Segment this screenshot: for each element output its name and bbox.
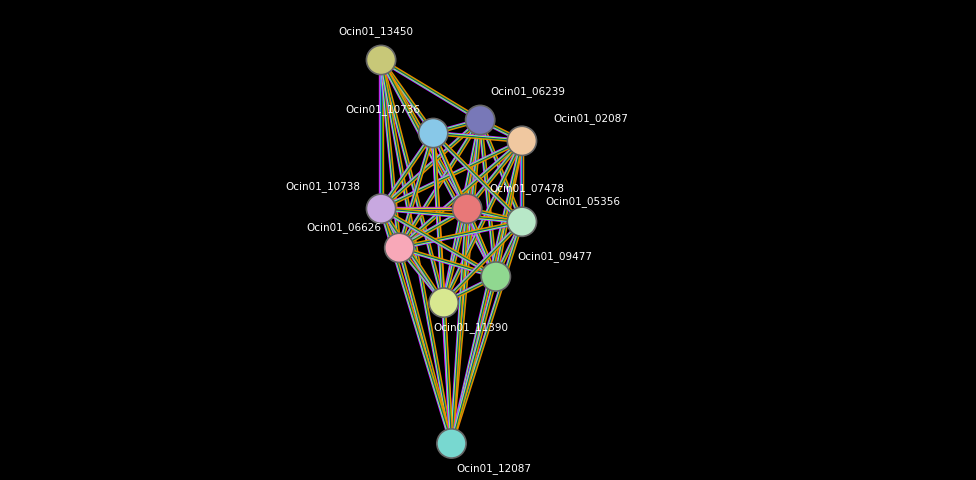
- Circle shape: [437, 429, 467, 458]
- Circle shape: [419, 119, 448, 148]
- Text: Ocin01_09477: Ocin01_09477: [517, 251, 592, 262]
- Circle shape: [429, 288, 459, 317]
- Text: Ocin01_10736: Ocin01_10736: [346, 104, 421, 115]
- Circle shape: [481, 262, 510, 291]
- Circle shape: [508, 207, 537, 236]
- Circle shape: [385, 233, 414, 263]
- Text: Ocin01_06239: Ocin01_06239: [491, 86, 566, 97]
- Circle shape: [453, 194, 482, 223]
- Text: Ocin01_12087: Ocin01_12087: [457, 463, 532, 474]
- Text: Ocin01_07478: Ocin01_07478: [489, 183, 564, 194]
- Text: Ocin01_06626: Ocin01_06626: [306, 223, 381, 233]
- Text: Ocin01_11390: Ocin01_11390: [433, 322, 508, 333]
- Circle shape: [508, 126, 537, 156]
- Circle shape: [366, 46, 395, 74]
- Text: Ocin01_13450: Ocin01_13450: [339, 26, 413, 37]
- Circle shape: [366, 194, 395, 223]
- Circle shape: [466, 106, 495, 134]
- Text: Ocin01_10738: Ocin01_10738: [285, 181, 360, 192]
- Text: Ocin01_02087: Ocin01_02087: [553, 113, 629, 124]
- Text: Ocin01_05356: Ocin01_05356: [546, 196, 621, 207]
